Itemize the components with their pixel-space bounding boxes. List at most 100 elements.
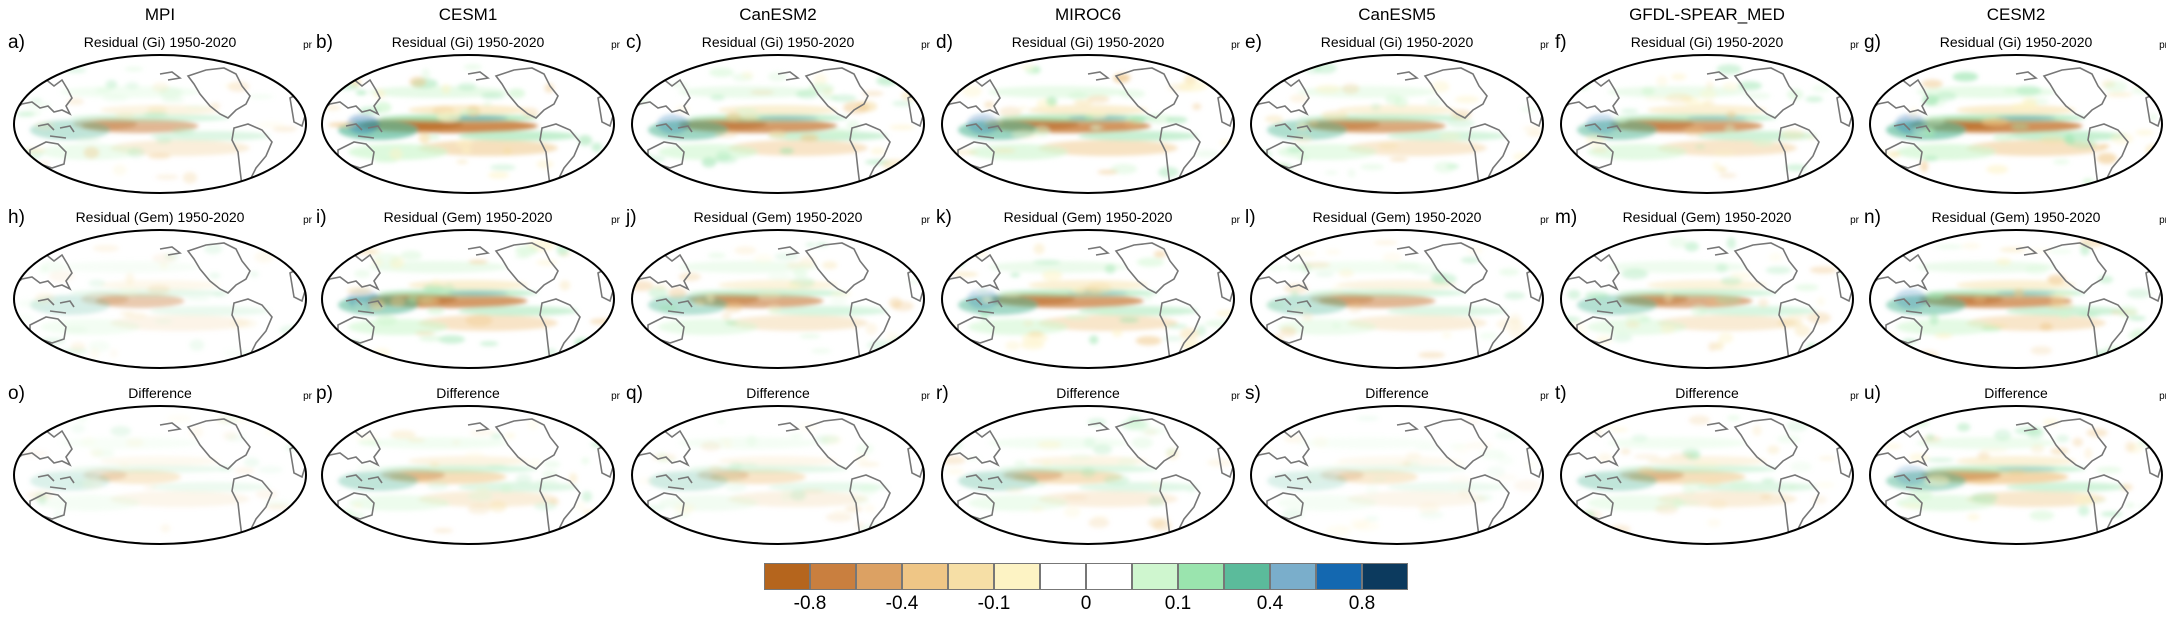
coastline [1251,252,1310,291]
speckle [749,89,775,95]
speckle [1289,94,1308,103]
speckle [2039,323,2053,331]
dry-anomaly [100,456,220,466]
panel-title: Difference [1365,385,1429,401]
dry-anomaly [1647,105,1767,115]
speckle [1064,314,1090,320]
speckle [907,507,919,520]
variable-label: pr [611,40,620,51]
speckle [1561,529,1580,535]
wet-anomaly [2006,482,2126,492]
speckle [118,463,130,469]
coastline [2042,242,2107,294]
speckle [2086,428,2108,438]
speckle [21,418,41,425]
coastline [804,67,869,119]
speckle [863,504,876,513]
speckle [155,174,179,180]
speckle [125,81,139,90]
wet-anomaly [688,465,848,473]
speckle [1324,170,1339,175]
speckle [1118,317,1140,323]
speckle [1264,115,1284,123]
speckle [1841,504,1851,513]
strong-wet-anomaly [1687,115,1747,121]
coastline [494,242,559,294]
speckle [2030,444,2045,454]
panel-letter: p) [316,383,333,404]
speckle [1331,461,1348,466]
coastline [159,71,182,81]
speckle [544,83,555,93]
speckle [1104,264,1116,274]
variable-label: pr [303,215,312,226]
speckle [2136,430,2149,436]
speckle [160,523,171,533]
speckle [373,253,401,264]
speckle [1275,63,1294,74]
colorbar-label: 0.8 [1348,593,1376,614]
speckle [1952,72,1979,82]
speckle [1186,488,1197,493]
speckle [82,478,103,490]
speckle [92,244,120,252]
speckle [982,297,993,303]
speckle [1693,460,1720,470]
coastline [1184,410,1208,424]
speckle [148,153,171,160]
dry-anomaly [1956,105,2076,115]
coastline [1423,67,1488,119]
speckle [1293,134,1312,144]
wet-anomaly [1697,306,1817,316]
speckle [1073,99,1093,106]
speckle [2014,85,2042,96]
speckle [1920,160,1929,173]
speckle [852,495,871,505]
speckle [962,85,982,98]
speckle [34,292,55,303]
speckle [182,172,198,184]
speckle [1063,506,1081,518]
speckle [1092,444,1113,455]
wet-anomaly [1896,319,1996,335]
speckle [984,119,1003,127]
speckle [1279,326,1297,337]
map-panel: l) Residual (Gem) 1950-2020 pr [1245,207,1549,369]
variable-label: pr [1540,40,1549,51]
coastline [1706,71,1729,81]
wet-anomaly [458,482,578,492]
colorbar-box [1224,563,1270,590]
speckle [1378,142,1399,150]
speckle [1415,445,1442,451]
variable-label: pr [921,40,930,51]
coastline [1493,234,1517,248]
speckle [1033,243,1045,255]
speckle [1625,320,1641,329]
coastline [942,428,1001,467]
speckle [475,486,489,492]
speckle [1705,477,1722,488]
speckle [407,437,426,443]
speckle [789,489,807,501]
speckle [2011,123,2029,130]
world-map [631,54,925,194]
panel-title: Residual (Gi) 1950-2020 [1939,34,2093,50]
coastline [186,67,251,119]
coastline [1114,242,1179,294]
speckle [725,112,742,122]
speckle [701,157,717,168]
speckle [813,73,828,86]
wet-anomaly [1307,289,1467,297]
strong-wet-anomaly [758,115,818,121]
wet-anomaly [968,319,1068,335]
wet-anomaly [1916,437,2056,449]
speckle [1971,492,1999,503]
anomaly-field [1561,62,1851,182]
coastline [874,234,898,248]
dry-anomaly [110,315,250,331]
speckle [1977,451,1990,460]
speckle [1389,157,1409,162]
speckle [1726,237,1736,250]
speckle [1113,73,1130,84]
speckle [105,79,118,89]
